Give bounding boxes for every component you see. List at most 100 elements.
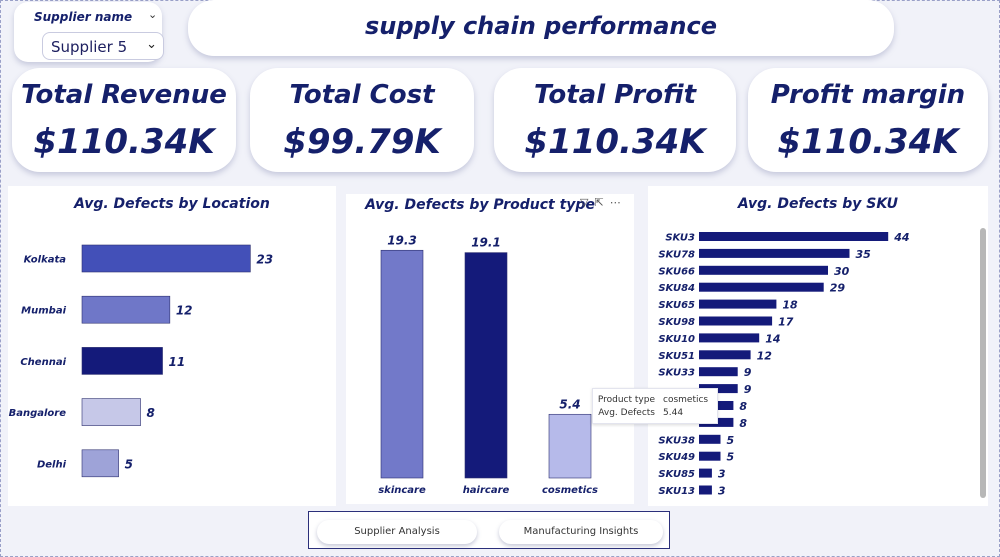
data-label: 35 — [856, 248, 872, 261]
supplier-dropdown[interactable]: Supplier 5 ⌄ — [42, 32, 164, 60]
slicer-label: Supplier name — [34, 10, 133, 24]
data-label: 18 — [782, 299, 798, 312]
data-label: 19.3 — [387, 233, 417, 247]
bar[interactable] — [699, 468, 712, 478]
category-label: SKU51 — [658, 351, 695, 362]
kpi-value: $110.34K — [777, 122, 959, 162]
page-title: supply chain performance — [365, 12, 717, 40]
kpi-value: $110.34K — [524, 122, 706, 162]
data-label: 5.4 — [559, 397, 580, 411]
bar[interactable] — [81, 398, 141, 426]
category-label: SKU49 — [658, 452, 695, 463]
kpi-label: Total Profit — [533, 80, 697, 110]
category-label: SKU65 — [658, 300, 695, 311]
bar[interactable] — [699, 485, 712, 495]
supplier-slicer: Supplier name ⌄ Supplier 5 ⌄ — [14, 2, 164, 62]
kpi-card-total-cost: Total Cost $99.79K — [250, 68, 474, 172]
slicer-selected-value: Supplier 5 — [51, 38, 128, 56]
category-label: Chennai — [20, 357, 66, 368]
data-label: 5 — [727, 434, 735, 447]
category-label: SKU10 — [658, 334, 695, 345]
bar[interactable] — [699, 299, 777, 309]
location-bar-chart: Kolkata 23 Mumbai 12 Chennai 11 Bangalore 8 Delh… — [9, 244, 273, 478]
bar[interactable] — [699, 282, 824, 292]
kpi-label: Profit margin — [770, 80, 966, 110]
kpi-label: Total Revenue — [21, 80, 227, 110]
category-label: SKU33 — [658, 368, 695, 379]
bar[interactable] — [699, 350, 751, 360]
focus-mode-icon[interactable]: ⇱ — [594, 196, 604, 209]
chart-panel-sku[interactable]: Avg. Defects by SKU SKU3 44 SKU78 35 SKU66 30… — [648, 186, 988, 506]
data-label: 11 — [169, 355, 186, 369]
category-label: SKU78 — [658, 249, 695, 260]
data-label: 3 — [718, 485, 726, 498]
kpi-value: $99.79K — [283, 122, 441, 162]
chart-title: Avg. Defects by Product type — [365, 197, 595, 213]
bar[interactable] — [699, 265, 828, 275]
data-label: 12 — [176, 304, 193, 318]
data-label: 9 — [744, 366, 752, 379]
visual-header-icons: ▽ ⇱ ⋯ — [580, 196, 627, 209]
tooltip-value: 5.44 — [663, 408, 684, 418]
category-label: SKU38 — [658, 435, 695, 446]
data-label: 8 — [739, 400, 747, 413]
kpi-card-total-profit: Total Profit $110.34K — [494, 68, 736, 172]
bar[interactable] — [548, 413, 592, 479]
chart-panel-product-type[interactable]: Avg. Defects by Product type 19.3 skincar… — [346, 194, 634, 504]
bar[interactable] — [699, 451, 721, 461]
category-label: SKU66 — [658, 266, 695, 277]
tooltip-key: Avg. Defects — [598, 408, 655, 418]
bar[interactable] — [699, 333, 760, 343]
kpi-value: $110.34K — [33, 122, 215, 162]
chart-tooltip: Product type cosmetics Avg. Defects 5.44 — [592, 388, 718, 424]
filter-icon[interactable]: ▽ — [580, 196, 589, 209]
tooltip-row: Product type cosmetics — [593, 395, 719, 407]
category-label: Kolkata — [24, 255, 67, 266]
bar[interactable] — [81, 347, 163, 375]
category-label: skincare — [378, 485, 426, 496]
bar[interactable] — [699, 248, 850, 258]
data-label: 8 — [739, 417, 747, 430]
data-label: 8 — [147, 406, 155, 420]
data-label: 12 — [757, 349, 773, 362]
bar[interactable] — [699, 384, 738, 394]
nav-button-manufacturing-insights[interactable]: Manufacturing Insights — [499, 520, 663, 544]
kpi-card-total-revenue: Total Revenue $110.34K — [12, 68, 236, 172]
chart-title: Avg. Defects by Location — [74, 196, 270, 212]
data-label: 30 — [834, 265, 850, 278]
category-label: SKU98 — [658, 317, 695, 328]
more-options-icon[interactable]: ⋯ — [609, 196, 621, 209]
bar[interactable] — [464, 252, 508, 479]
title-card: supply chain performance — [188, 0, 894, 56]
data-label: 5 — [727, 451, 735, 464]
category-label: SKU85 — [658, 469, 695, 480]
category-label: Mumbai — [21, 306, 66, 317]
data-label: 44 — [893, 231, 909, 244]
chart-panel-location[interactable]: Avg. Defects by Location Kolkata 23 Mumbai… — [8, 186, 336, 506]
chevron-down-icon: ⌄ — [146, 37, 157, 52]
tooltip-row: Avg. Defects 5.44 — [593, 408, 719, 420]
sku-chart-scrollbar[interactable] — [980, 228, 986, 498]
bar[interactable] — [81, 295, 171, 324]
category-label: SKU84 — [658, 283, 695, 294]
bar[interactable] — [380, 249, 424, 479]
data-label: 17 — [778, 316, 794, 329]
chevron-down-icon[interactable]: ⌄ — [148, 8, 158, 21]
tooltip-value: cosmetics — [663, 395, 709, 405]
bar[interactable] — [81, 244, 251, 273]
bar[interactable] — [699, 367, 738, 377]
category-label: Bangalore — [9, 408, 67, 419]
category-label: cosmetics — [542, 485, 598, 496]
bar[interactable] — [81, 449, 119, 478]
bar[interactable] — [699, 232, 889, 241]
chart-title: Avg. Defects by SKU — [737, 196, 899, 212]
data-label: 9 — [744, 383, 752, 396]
tooltip-key: Product type — [597, 395, 655, 405]
bar[interactable] — [699, 434, 721, 444]
data-label: 23 — [256, 253, 273, 267]
nav-button-supplier-analysis[interactable]: Supplier Analysis — [317, 520, 477, 544]
category-label: SKU3 — [665, 233, 695, 244]
kpi-card-profit-margin: Profit margin $110.34K — [748, 68, 988, 172]
bar[interactable] — [699, 316, 773, 326]
